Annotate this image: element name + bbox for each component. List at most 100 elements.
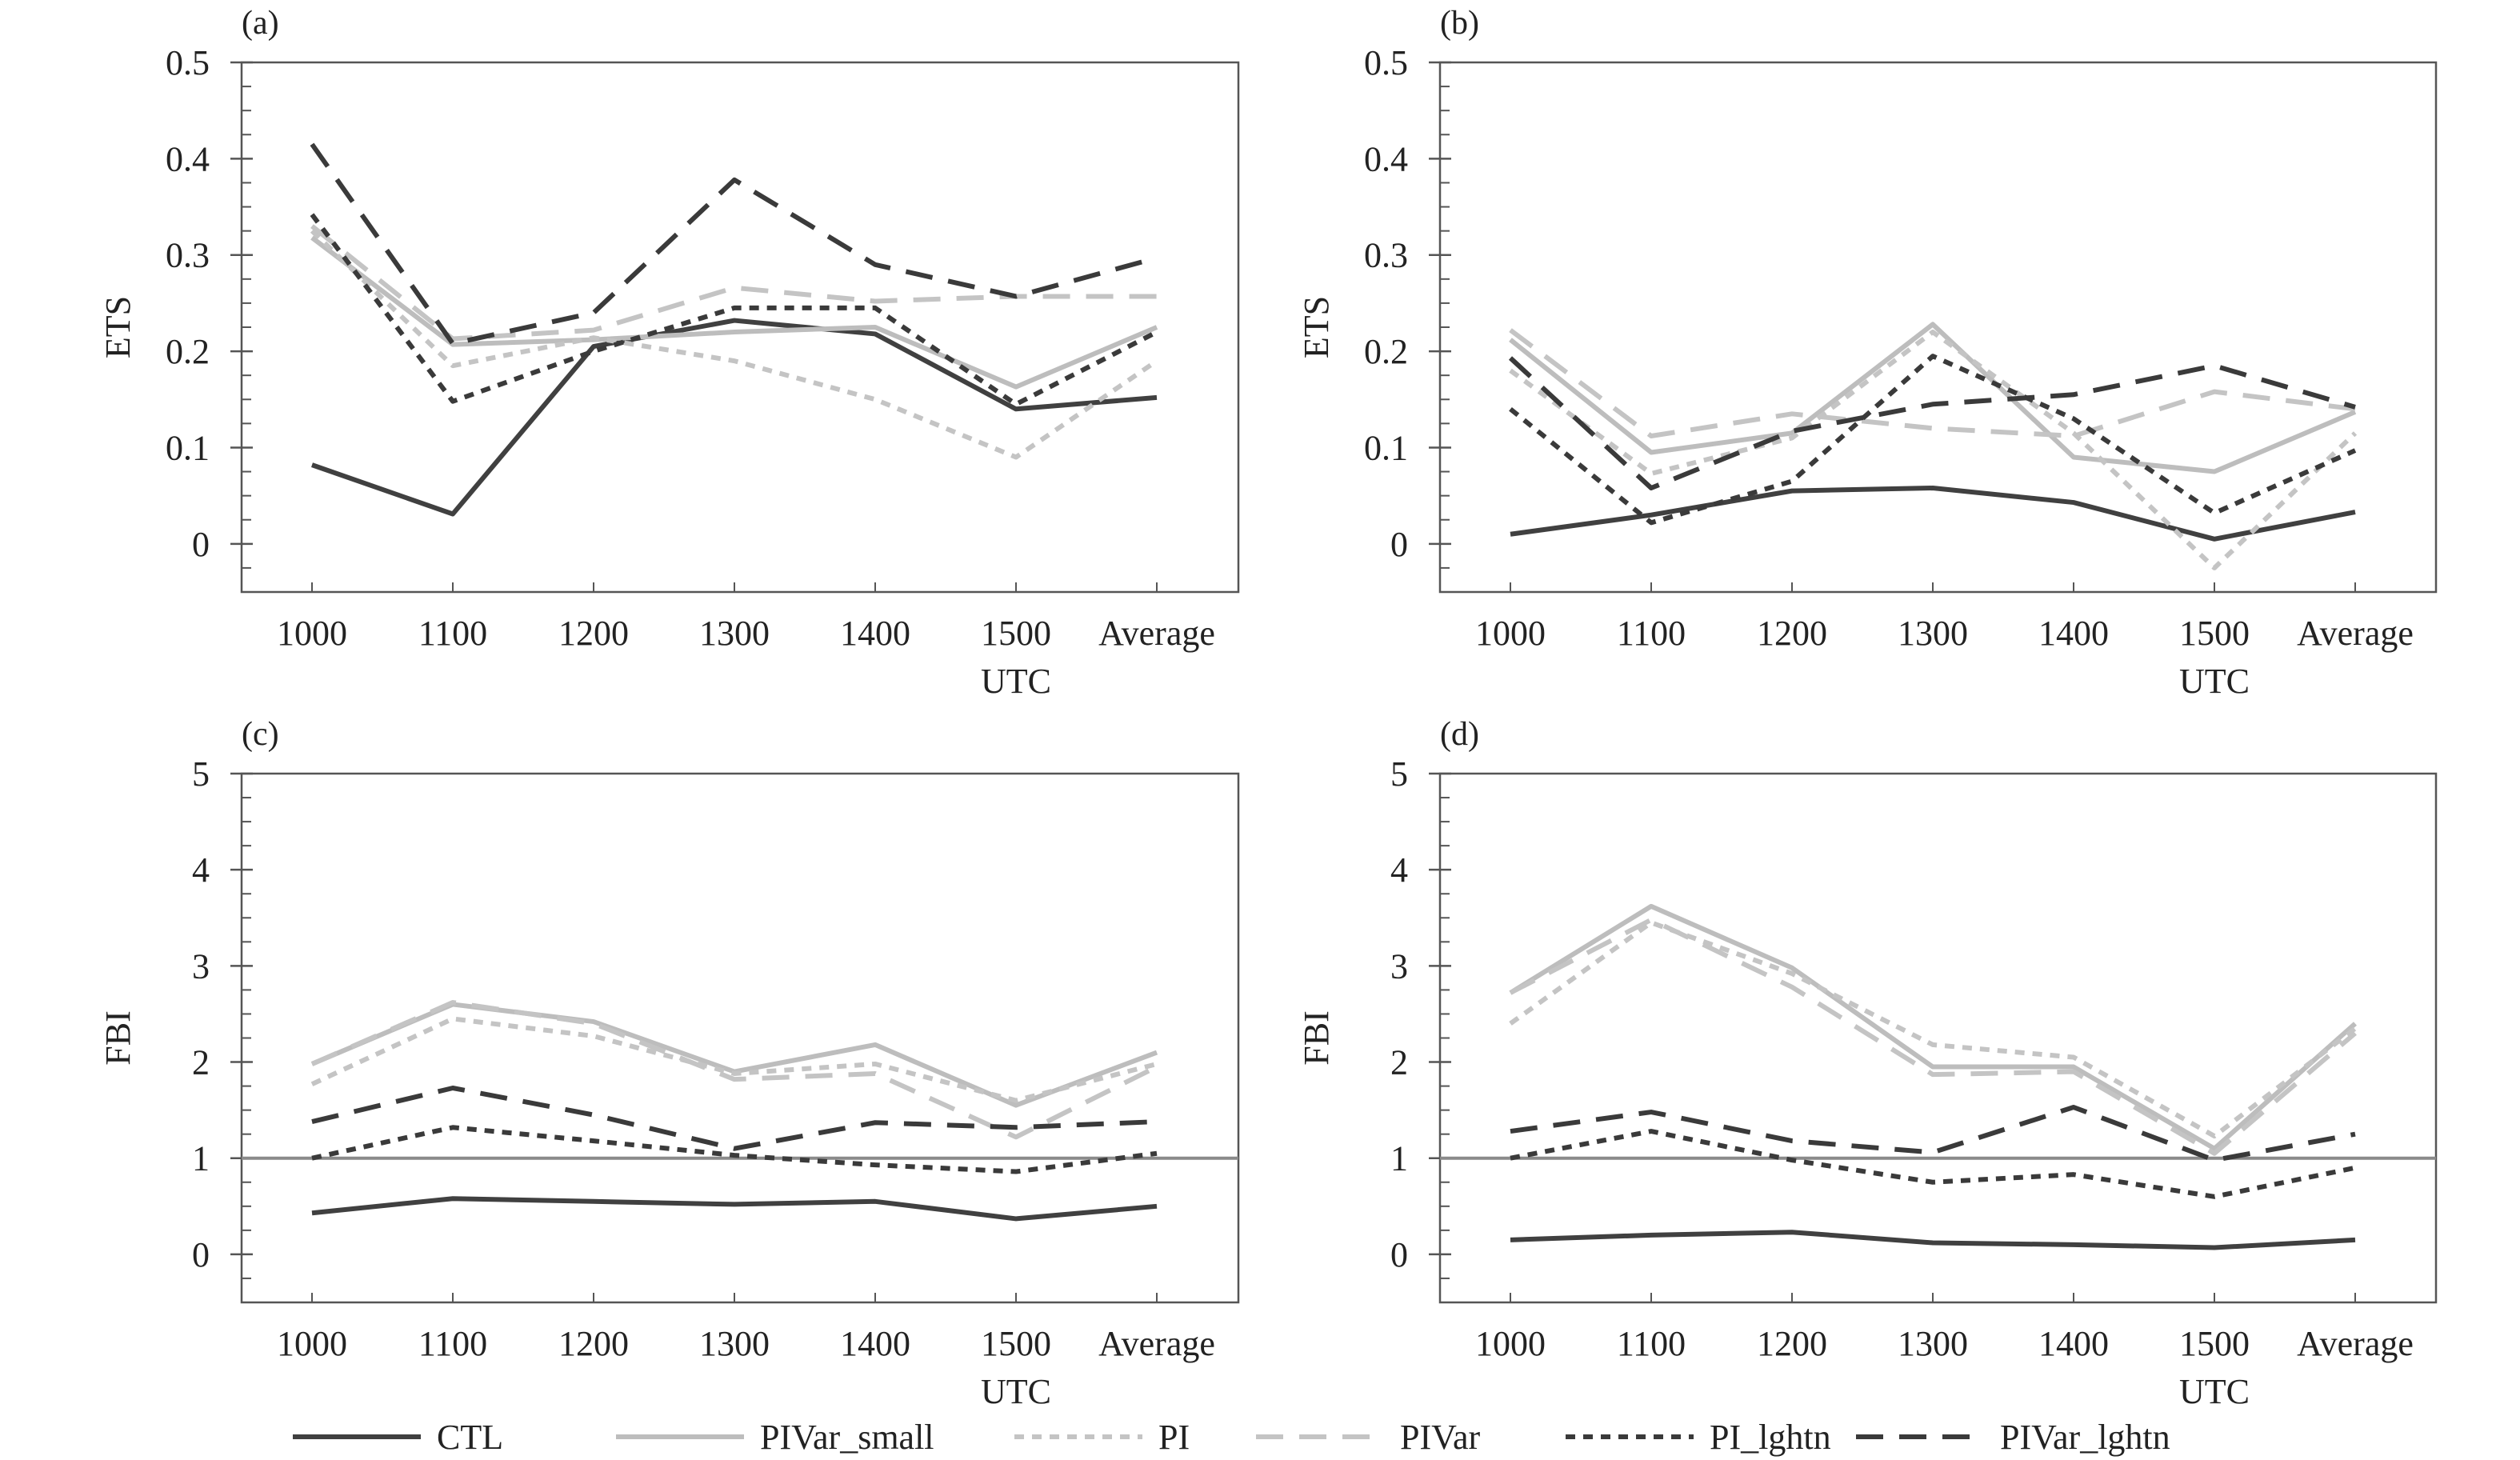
series-line-PIVar_small — [1509, 903, 2357, 1151]
panel-label: (a) — [242, 5, 279, 42]
x-tick-label: 1200 — [1757, 614, 1827, 653]
x-tick-label: 1000 — [277, 1324, 347, 1363]
y-tick-label: 0 — [1390, 1235, 1408, 1274]
x-tick-label: 1400 — [2038, 614, 2109, 653]
y-tick-label: 0.1 — [166, 428, 210, 467]
x-axis-label: UTC — [2179, 1372, 2250, 1411]
series-line-PI_lghtn — [311, 1125, 1158, 1174]
series-line-PIVar_small — [1509, 322, 2357, 474]
x-axis-label: UTC — [981, 662, 1051, 701]
y-tick-label: 0.5 — [166, 43, 210, 82]
legend-item-CTL: CTL — [293, 1418, 503, 1457]
x-tick-label: 1500 — [981, 1324, 1051, 1363]
series-line-PIVar — [310, 1000, 1158, 1140]
y-tick-label: 3 — [192, 946, 210, 986]
x-tick-label: 1100 — [1617, 614, 1686, 653]
y-tick-label: 0 — [192, 525, 210, 564]
y-axis-label: ETS — [1297, 296, 1336, 358]
y-tick-label: 5 — [1390, 754, 1408, 794]
y-tick-label: 3 — [1390, 946, 1408, 986]
legend-label: PI_lghtn — [1710, 1418, 1831, 1457]
series-line-PIVar — [1509, 917, 2357, 1156]
legend-label: PIVar — [1400, 1418, 1481, 1457]
x-tick-label: 1400 — [2038, 1324, 2109, 1363]
legend-item-PIVar: PIVar — [1256, 1418, 1481, 1457]
x-tick-label: 1300 — [699, 614, 770, 653]
x-tick-label: 1100 — [418, 614, 487, 653]
panel-a: 0 0.1 0.2 0.3 0.4 0.5 1000 1100 1200 1300 1400 1500… — [98, 5, 1240, 701]
y-tick-label: 0.3 — [166, 236, 210, 275]
y-tick-label: 0.2 — [166, 332, 210, 371]
panel-label: (c) — [242, 716, 279, 753]
series-line-PI — [1509, 920, 2357, 1139]
x-tick-label: 1100 — [1617, 1324, 1686, 1363]
y-tick-label: 0 — [192, 1235, 210, 1274]
series-line-PI_lghtn — [1509, 354, 2357, 526]
x-tick-label: 1300 — [1898, 614, 1968, 653]
series-line-PI — [310, 1016, 1158, 1103]
x-tick-label: Average — [2297, 1324, 2414, 1363]
x-axis-label: UTC — [2179, 662, 2250, 701]
x-tick-label: 1500 — [2179, 614, 2250, 653]
series-line-CTL — [1510, 486, 2356, 542]
x-tick-label: 1000 — [1475, 614, 1546, 653]
x-tick-label: Average — [2297, 614, 2414, 653]
legend-label: CTL — [437, 1418, 503, 1457]
y-tick-label: 0.1 — [1364, 428, 1408, 467]
legend-item-PIVar_lghtn: PIVar_lghtn — [1856, 1418, 2170, 1457]
series-line-PIVar_lghtn — [1510, 1105, 2356, 1163]
plot-frame — [1438, 772, 2438, 1304]
legend-label: PI — [1158, 1418, 1190, 1457]
x-tick-label: 1200 — [1757, 1324, 1827, 1363]
y-tick-label: 2 — [192, 1043, 210, 1082]
x-tick-label: 1300 — [1898, 1324, 1968, 1363]
x-tick-label: 1200 — [558, 614, 629, 653]
y-tick-label: 4 — [192, 850, 210, 890]
series-line-PIVar_lghtn — [1508, 356, 2356, 491]
x-tick-label: 1200 — [558, 1324, 629, 1363]
panel-b: 0 0.1 0.2 0.3 0.4 0.5 1000 1100 1200 1300 1400 1500… — [1297, 5, 2438, 701]
plot-frame — [240, 772, 1240, 1304]
series-line-PI — [1509, 330, 2358, 570]
y-tick-label: 4 — [1390, 850, 1408, 890]
panel-label: (d) — [1440, 716, 1479, 753]
y-tick-label: 0.3 — [1364, 236, 1408, 275]
y-tick-label: 0.4 — [166, 139, 210, 178]
y-tick-label: 5 — [192, 754, 210, 794]
x-tick-label: 1400 — [840, 1324, 910, 1363]
x-tick-label: 1000 — [277, 614, 347, 653]
x-axis-label: UTC — [981, 1372, 1051, 1411]
legend: CTL PIVar_small PI PIVar PI_lghtn PIVar_lghtn — [293, 1418, 2170, 1457]
x-tick-label: 1400 — [840, 614, 910, 653]
y-tick-label: 1 — [1390, 1139, 1408, 1178]
x-tick-label: 1500 — [981, 614, 1051, 653]
series-line-PI_lghtn — [310, 213, 1158, 407]
x-tick-label: Average — [1098, 614, 1215, 653]
y-tick-label: 1 — [192, 1139, 210, 1178]
y-tick-label: 2 — [1390, 1043, 1408, 1082]
y-tick-label: 0.5 — [1364, 43, 1408, 82]
plot-frame — [240, 61, 1240, 594]
y-axis-label: ETS — [98, 296, 138, 358]
y-axis-label: FBI — [98, 1010, 138, 1065]
legend-item-PIVar_small: PIVar_small — [616, 1418, 934, 1457]
series-line-PIVar_small — [310, 235, 1158, 390]
series-line-CTL — [311, 318, 1158, 517]
x-tick-label: 1500 — [2179, 1324, 2250, 1363]
panel-label: (b) — [1440, 5, 1479, 42]
panel-d: 0 1 2 3 4 5 1000 1100 1200 1300 1400 1500 Average UTC… — [1297, 716, 2438, 1411]
x-tick-label: 1100 — [418, 1324, 487, 1363]
y-tick-label: 0 — [1390, 525, 1408, 564]
y-tick-label: 0.4 — [1364, 139, 1408, 178]
legend-item-PI_lghtn: PI_lghtn — [1566, 1418, 1831, 1457]
legend-item-PI: PI — [1014, 1418, 1190, 1457]
series-line-PIVar_lghtn — [310, 142, 1158, 346]
series-line-CTL — [1510, 1230, 2356, 1250]
x-tick-label: 1300 — [699, 1324, 770, 1363]
y-axis-label: FBI — [1297, 1010, 1336, 1065]
x-tick-label: 1000 — [1475, 1324, 1546, 1363]
legend-label: PIVar_lghtn — [2000, 1418, 2170, 1457]
y-tick-label: 0.2 — [1364, 332, 1408, 371]
series-line-PI_lghtn — [1510, 1129, 2356, 1199]
